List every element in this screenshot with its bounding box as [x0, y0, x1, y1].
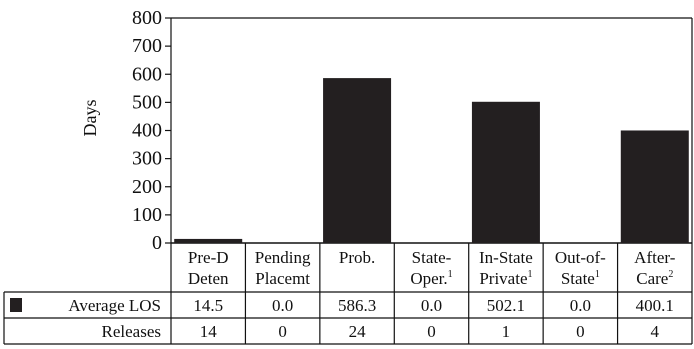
- table-cell-value: 400.1: [636, 296, 674, 315]
- y-tick-label: 100: [132, 204, 162, 226]
- table-row-label: Releases: [102, 322, 161, 341]
- category-label: State1: [561, 269, 600, 288]
- category-label: State-: [412, 248, 452, 267]
- table-cell-value: 0.0: [421, 296, 442, 315]
- bar: [471, 101, 540, 243]
- category-footnote-mark: 2: [668, 269, 673, 280]
- category-footnote-mark: 1: [595, 269, 600, 280]
- y-tick-label: 800: [132, 7, 162, 29]
- category-label: Prob.: [339, 248, 375, 267]
- category-label: In-State: [479, 248, 533, 267]
- bar: [323, 78, 392, 244]
- table-cell-value: 0.0: [570, 296, 591, 315]
- y-tick-label: 300: [132, 148, 162, 170]
- y-tick-label: 400: [132, 120, 162, 142]
- table-cell-value: 0: [278, 322, 287, 341]
- table-cell-value: 0: [576, 322, 585, 341]
- plot-frame: [170, 17, 693, 244]
- category-label: Pre-D: [188, 248, 229, 267]
- table-cell-value: 502.1: [487, 296, 525, 315]
- table-cell-value: 14.5: [193, 296, 223, 315]
- category-label: After-: [634, 248, 676, 267]
- category-label: Pending: [255, 248, 311, 267]
- legend-swatch: [10, 298, 22, 312]
- bar: [174, 238, 243, 243]
- y-tick-label: 200: [132, 176, 162, 198]
- table-cell-value: 0.0: [272, 296, 293, 315]
- y-tick-label: 500: [132, 91, 162, 113]
- category-label: Out-of-: [555, 248, 606, 267]
- table-row-label: Average LOS: [68, 296, 161, 315]
- category-label: Oper.1: [410, 269, 452, 288]
- table-cell-value: 24: [349, 322, 367, 341]
- y-axis-label: Days: [80, 100, 100, 137]
- category-label: Deten: [188, 269, 229, 288]
- y-tick-label: 700: [132, 35, 162, 57]
- table-cell-value: 0: [427, 322, 436, 341]
- data-table: Pre-D Deten Pending Placemt Prob. State- Oper.…: [3, 243, 693, 345]
- table-cell-value: 4: [651, 322, 660, 341]
- y-tick-label: 600: [132, 63, 162, 85]
- category-label: Private1: [479, 269, 532, 288]
- category-label: Placemt: [255, 269, 310, 288]
- table-cell-value: 586.3: [338, 296, 376, 315]
- bar: [620, 130, 689, 243]
- category-footnote-mark: 1: [448, 269, 453, 280]
- bars: [174, 78, 689, 244]
- category-label: Care2: [636, 269, 673, 288]
- y-tick-label: 0: [152, 232, 162, 254]
- category-footnote-mark: 1: [528, 269, 533, 280]
- y-axis-ticks: 0 100 200 300 400 500 600 700 800: [132, 7, 171, 254]
- table-cell-value: 1: [502, 322, 511, 341]
- table-cell-value: 14: [200, 322, 218, 341]
